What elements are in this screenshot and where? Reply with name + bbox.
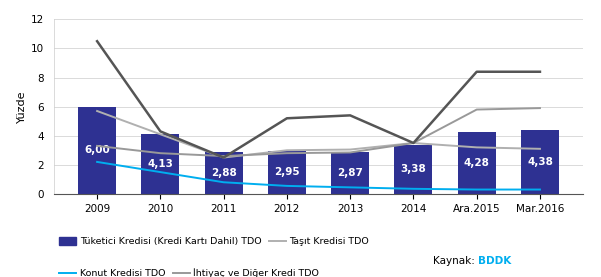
Bar	[141, 134, 179, 194]
Text: 4,13: 4,13	[147, 159, 173, 169]
Bar	[268, 151, 306, 194]
Text: 2,87: 2,87	[337, 168, 363, 178]
Text: 4,28: 4,28	[464, 158, 490, 168]
Text: BDDK: BDDK	[478, 256, 511, 266]
Bar	[78, 107, 116, 194]
Y-axis label: Yüzde: Yüzde	[17, 90, 27, 123]
Text: Kaynak:: Kaynak:	[433, 256, 475, 266]
Text: 6,00: 6,00	[84, 145, 110, 155]
Bar	[521, 130, 559, 194]
Bar	[331, 152, 369, 194]
Text: 3,38: 3,38	[400, 164, 426, 174]
Bar	[394, 145, 432, 194]
Bar	[205, 152, 243, 194]
Bar	[458, 132, 496, 194]
Text: 4,38: 4,38	[527, 157, 553, 167]
Text: 2,95: 2,95	[274, 168, 300, 178]
Text: 2,88: 2,88	[211, 168, 237, 178]
